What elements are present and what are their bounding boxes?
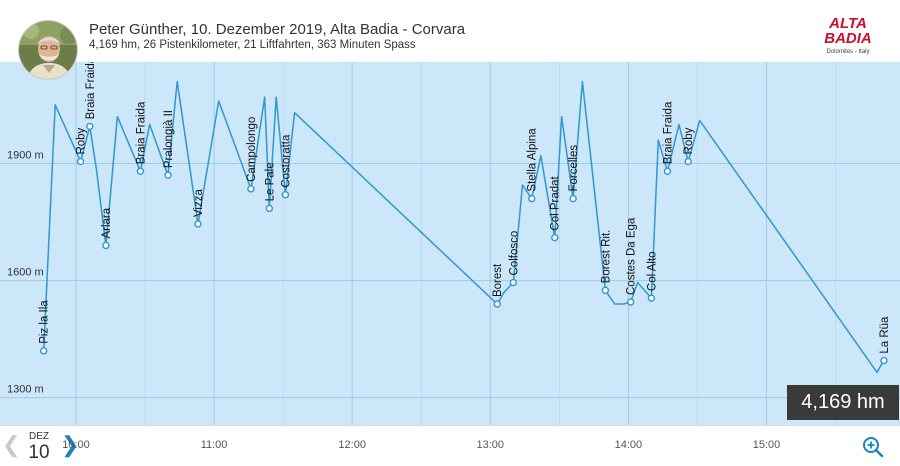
lift-label: Braia Fraida [662, 101, 674, 164]
lift-marker [647, 294, 656, 302]
date-month: DEZ [29, 431, 49, 442]
chevron-right-icon[interactable]: ❯ [61, 432, 80, 457]
lift-marker [164, 171, 172, 179]
lift-label: Vizza [193, 189, 205, 218]
header: Peter Günther, 10. Dezember 2019, Alta B… [0, 0, 900, 62]
lift-marker [76, 157, 85, 166]
lift-label: La Rüa [879, 316, 891, 354]
lift-marker [40, 347, 48, 355]
lift-label: Costes Da Ega [626, 217, 638, 295]
lift-label: Arlara [101, 207, 113, 238]
date-navigation-bar: ❮ DEZ 10 ❯ 10:00 11:00 12:00 13:00 14:00 15:0… [0, 425, 900, 466]
lift-label: Roby [76, 127, 88, 154]
lift-marker [551, 233, 559, 242]
y-tick-label: 1600 m [7, 267, 44, 279]
elevation-chart-svg: 1300 m 1600 m 1900 m Piz la Ila Roby Braia Fr… [0, 62, 900, 425]
lift-marker [493, 300, 501, 308]
date-day: 10 [28, 442, 50, 463]
lift-marker [880, 356, 888, 365]
lift-label: Roby [683, 127, 695, 154]
lift-label: Braia Fraida [135, 101, 147, 164]
chevron-left-icon[interactable]: ❮ [2, 432, 21, 457]
lift-marker [684, 157, 692, 166]
logo-line2: BADIA [824, 30, 872, 47]
lift-marker [86, 122, 94, 131]
y-tick-label: 1300 m [7, 384, 44, 396]
elevation-gain-badge: 4,169 hm [787, 385, 899, 420]
lift-marker [528, 194, 536, 203]
lift-label: Stella Alpina [527, 128, 539, 192]
lift-marker [102, 241, 110, 250]
user-avatar-icon [18, 20, 78, 80]
lift-marker [247, 185, 255, 193]
lift-marker [626, 298, 635, 306]
page-subtitle: 4,169 hm, 26 Pistenkilometer, 21 Liftfah… [89, 39, 416, 51]
lift-label: Pralongià II [163, 110, 175, 168]
lift-marker [569, 194, 577, 203]
lift-label: Col Pradat [550, 175, 562, 230]
lift-label: Borest Rit. [600, 230, 612, 284]
logo-tagline: Dolomites - Italy [826, 49, 869, 55]
logo-line1: ALTA [828, 15, 867, 32]
x-tick-label: 12:00 [338, 439, 366, 451]
x-tick-label: 15:00 [752, 439, 781, 451]
lift-marker [194, 220, 202, 228]
lift-marker [509, 278, 517, 287]
x-tick-label: 11:00 [200, 439, 228, 451]
lift-label: Forcelles [568, 145, 580, 192]
alta-badia-logo: ALTA BADIA Dolomites - Italy [824, 15, 872, 55]
lift-label: Piz la Ila [39, 300, 51, 344]
x-tick-label: 13:00 [476, 439, 505, 451]
lift-marker [663, 167, 672, 175]
x-tick-label: 10:00 [62, 439, 90, 451]
lift-marker [281, 191, 290, 199]
lift-label: Braia Fraida Rit. [85, 62, 97, 119]
elevation-chart[interactable]: 1300 m 1600 m 1900 m Piz la Ila Roby Braia Fr… [0, 62, 900, 425]
lift-label: Col Alto [646, 251, 658, 291]
zoom-in-icon[interactable] [862, 436, 884, 458]
lift-label: Campolongo [246, 117, 258, 182]
elevation-line [42, 80, 885, 374]
lift-label: Costoratta [280, 134, 292, 188]
page-title: Peter Günther, 10. Dezember 2019, Alta B… [89, 21, 466, 38]
y-tick-label: 1900 m [7, 149, 44, 161]
lift-label: Le Pale [264, 162, 276, 201]
x-tick-label: 14:00 [614, 439, 643, 451]
lift-label: Colfosco [508, 231, 520, 276]
lift-marker [136, 167, 145, 175]
lift-label: Borest [492, 263, 504, 297]
lift-marker [601, 286, 610, 295]
lift-marker [265, 204, 274, 213]
